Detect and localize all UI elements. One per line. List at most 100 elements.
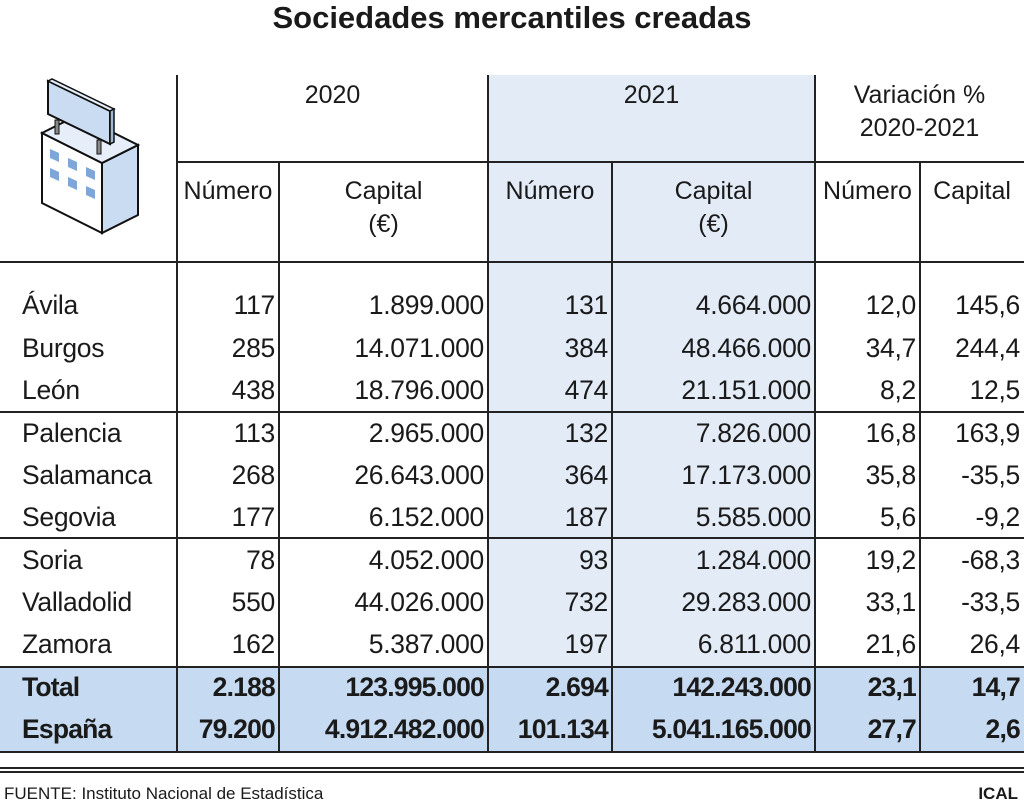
cell-value: -68,3 <box>961 545 1020 575</box>
cell-value: 17.173.000 <box>681 460 811 490</box>
cell-value: 14.071.000 <box>354 333 484 363</box>
header-capital-2021: Capital <box>674 177 753 205</box>
cell-value: 6.811.000 <box>697 629 812 659</box>
grid-line <box>919 162 921 752</box>
cell-value: 26,4 <box>969 629 1021 659</box>
cell-value: 117 <box>233 290 276 320</box>
cell-value: -9,2 <box>975 502 1021 532</box>
grid-line <box>0 537 1024 539</box>
header-capital-2020: Capital <box>344 177 423 205</box>
cell-value: 48.466.000 <box>681 333 811 363</box>
header-numero-2021: Número <box>505 177 595 205</box>
cell-value: 4.912.482.000 <box>324 714 485 744</box>
grid-line <box>0 771 1024 773</box>
header-capital-2020-unit: (€) <box>368 210 399 238</box>
row-label: Burgos <box>22 333 105 363</box>
row-label: Valladolid <box>22 587 132 617</box>
cell-value: 142.243.000 <box>672 672 811 702</box>
cell-value: 27,7 <box>867 714 917 744</box>
cell-value: 438 <box>231 375 276 405</box>
row-label: Palencia <box>22 418 122 448</box>
header-numero-2020: Número <box>183 177 273 205</box>
header-variation-line1: Variación % <box>853 81 986 109</box>
cell-value: 268 <box>231 460 276 490</box>
cell-value: 474 <box>564 375 609 405</box>
cell-value: 132 <box>564 418 609 448</box>
cell-value: 5.041.165.000 <box>651 714 812 744</box>
cell-value: 285 <box>231 333 276 363</box>
footer-source: FUENTE: Instituto Nacional de Estadístic… <box>4 784 324 803</box>
grid-line <box>487 75 489 752</box>
cell-value: 113 <box>233 418 276 448</box>
grid-line <box>0 666 1024 668</box>
cell-value: 78 <box>246 545 275 575</box>
cell-value: 6.152.000 <box>368 502 485 532</box>
cell-value: 93 <box>579 545 608 575</box>
cell-value: 1.899.000 <box>368 290 485 320</box>
grid-line <box>0 411 1024 413</box>
grid-line <box>814 75 816 752</box>
grid-line <box>278 162 280 752</box>
table-title: Sociedades mercantiles creadas <box>272 0 752 35</box>
cell-value: 244,4 <box>955 333 1020 363</box>
cell-value: 2.965.000 <box>368 418 485 448</box>
year-2021-shading <box>488 75 815 667</box>
cell-value: 34,7 <box>865 333 917 363</box>
cell-value: 131 <box>564 290 609 320</box>
cell-value: 19,2 <box>865 545 917 575</box>
cell-value: 12,0 <box>865 290 917 320</box>
header-capital-variation: Capital <box>933 177 1011 205</box>
grid-line <box>0 751 1024 753</box>
grid-line <box>177 161 1024 163</box>
cell-value: 1.284.000 <box>695 545 812 575</box>
cell-value: 4.664.000 <box>695 290 812 320</box>
grid-line <box>0 261 1024 263</box>
cell-value: 5,6 <box>880 502 916 532</box>
header-year-2021: 2021 <box>623 81 680 109</box>
cell-value: 23,1 <box>867 672 917 702</box>
row-label: Salamanca <box>22 460 152 490</box>
footer-brand: ICAL <box>978 784 1018 803</box>
totals-band <box>0 667 1024 752</box>
cell-value: 101.134 <box>517 714 609 744</box>
cell-value: 5.585.000 <box>695 502 812 532</box>
cell-value: 29.283.000 <box>681 587 811 617</box>
cell-value: 2.188 <box>212 672 276 702</box>
grid-line <box>0 767 1024 769</box>
row-label: Soria <box>22 545 83 575</box>
cell-value: 550 <box>231 587 276 617</box>
cell-value: 35,8 <box>865 460 917 490</box>
header-year-2020: 2020 <box>304 81 361 109</box>
cell-value: 732 <box>564 587 609 617</box>
header-capital-2021-unit: (€) <box>698 210 729 238</box>
cell-value: 5.387.000 <box>368 629 485 659</box>
cell-value: 7.826.000 <box>695 418 812 448</box>
cell-value: 21,6 <box>865 629 917 659</box>
cell-value: 14,7 <box>971 672 1021 702</box>
cell-value: 4.052.000 <box>368 545 485 575</box>
cell-value: 187 <box>564 502 609 532</box>
row-label: Total <box>22 672 80 702</box>
grid-line <box>611 162 613 752</box>
cell-value: -33,5 <box>961 587 1020 617</box>
cell-value: 197 <box>564 629 609 659</box>
row-label: Ávila <box>22 290 78 320</box>
cell-value: 145,6 <box>955 290 1020 320</box>
cell-value: 18.796.000 <box>354 375 484 405</box>
cell-value: 2.694 <box>545 672 609 702</box>
cell-value: 26.643.000 <box>354 460 484 490</box>
cell-value: 2,6 <box>985 714 1021 744</box>
header-numero-variation: Número <box>823 177 912 205</box>
cell-value: 163,9 <box>955 418 1020 448</box>
cell-value: 79.200 <box>198 714 276 744</box>
office-building-with-sign-icon <box>39 78 141 235</box>
row-label: España <box>22 714 112 744</box>
header-variation-line2: 2020-2021 <box>859 114 980 142</box>
row-label: Zamora <box>22 629 112 659</box>
cell-value: 384 <box>564 333 609 363</box>
grid-line <box>176 75 178 752</box>
cell-value: 123.995.000 <box>345 672 484 702</box>
cell-value: 33,1 <box>865 587 917 617</box>
cell-value: 44.026.000 <box>354 587 484 617</box>
cell-value: 162 <box>231 629 276 659</box>
